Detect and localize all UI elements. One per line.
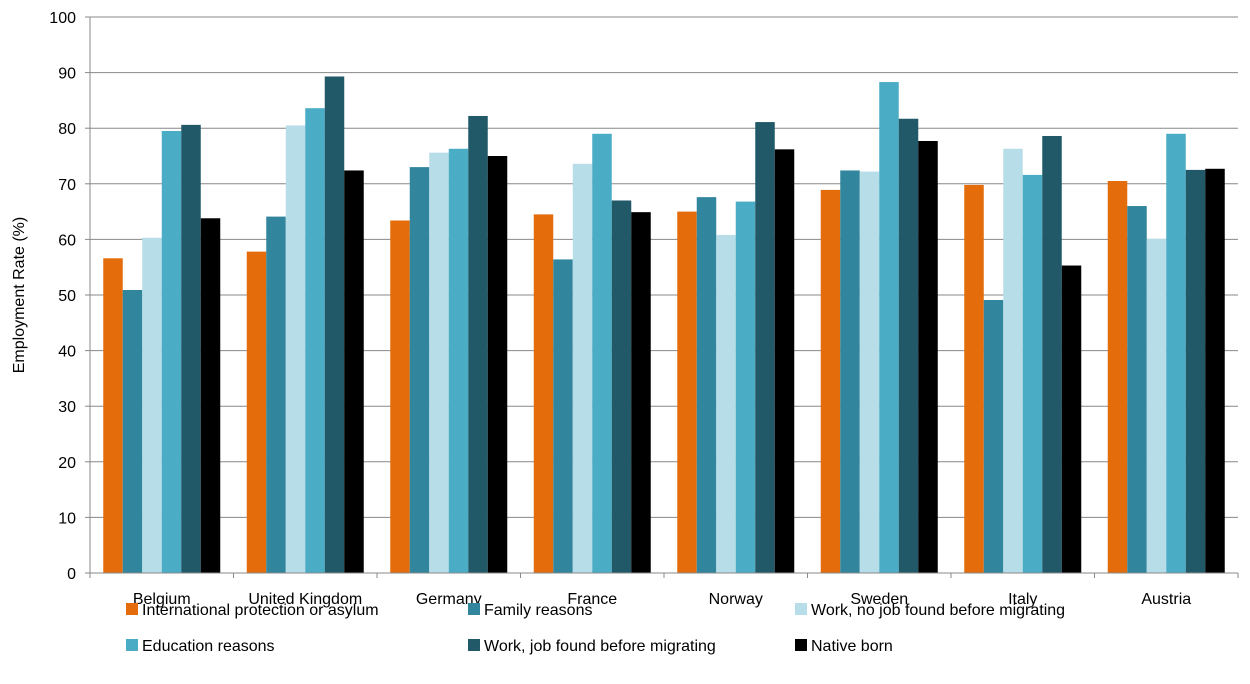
bar xyxy=(448,148,469,573)
bar xyxy=(1107,181,1128,573)
bar xyxy=(487,156,508,573)
y-tick-label: 10 xyxy=(58,510,76,527)
y-tick-label: 90 xyxy=(58,66,76,83)
bar xyxy=(1022,174,1043,574)
bars xyxy=(103,76,1225,574)
bar xyxy=(859,171,880,573)
y-tick-label: 40 xyxy=(58,344,76,361)
bar xyxy=(429,152,449,573)
bar xyxy=(103,258,123,573)
bar xyxy=(820,189,841,573)
y-tick-label: 100 xyxy=(49,10,76,27)
bar xyxy=(181,124,201,573)
bar xyxy=(1166,133,1186,573)
bar xyxy=(918,140,938,573)
legend-swatch xyxy=(468,639,480,651)
legend-label: Native born xyxy=(811,638,893,655)
axes xyxy=(85,16,1239,578)
bar xyxy=(246,251,267,573)
bar xyxy=(1146,238,1167,573)
legend: International protection or asylum Family… xyxy=(126,602,1065,655)
bar xyxy=(964,184,984,574)
bar xyxy=(122,289,143,573)
bar xyxy=(755,122,775,574)
bar xyxy=(1185,169,1206,573)
y-tick-label: 0 xyxy=(67,566,76,583)
x-tick-label: Sweden xyxy=(850,591,908,608)
x-tick-label: France xyxy=(567,591,617,608)
bar xyxy=(533,214,554,573)
bar xyxy=(1003,148,1023,573)
y-tick-label: 50 xyxy=(58,288,76,305)
bar xyxy=(677,211,697,573)
bar xyxy=(1127,206,1147,574)
bar xyxy=(631,212,651,573)
bar xyxy=(142,237,162,573)
legend-swatch xyxy=(795,603,807,615)
x-tick-label: Italy xyxy=(1008,591,1037,608)
bar xyxy=(840,170,860,573)
bar xyxy=(266,216,286,573)
bar xyxy=(285,125,306,574)
bar xyxy=(611,200,632,574)
y-tick-label: 30 xyxy=(58,399,76,416)
legend-label: Work, no job found before migrating xyxy=(811,602,1065,619)
y-axis-title: Employment Rate (%) xyxy=(11,217,28,374)
bar xyxy=(200,218,221,573)
bar xyxy=(1042,135,1062,573)
legend-label: International protection or asylum xyxy=(142,602,379,619)
bar xyxy=(161,130,182,574)
y-tick-label: 20 xyxy=(58,455,76,472)
bar xyxy=(324,76,345,573)
bar xyxy=(696,197,717,574)
legend-swatch xyxy=(126,603,138,615)
y-tick-label: 70 xyxy=(58,177,76,194)
y-tick-label: 80 xyxy=(58,121,76,138)
bar xyxy=(1061,265,1082,573)
legend-swatch xyxy=(468,603,480,615)
legend-label: Family reasons xyxy=(484,602,592,619)
x-tick-label: Norway xyxy=(709,591,763,608)
x-tick-label: United Kingdom xyxy=(248,591,362,608)
y-tick-label: 60 xyxy=(58,232,76,249)
bar xyxy=(553,259,573,573)
bar xyxy=(572,163,593,573)
x-tick-label: Germany xyxy=(416,591,482,608)
bar xyxy=(468,115,488,573)
tick-labels: 0 10 20 30 40 50 60 70 80 90 100 Belgium United King… xyxy=(49,10,1191,608)
bar xyxy=(898,118,919,574)
bar xyxy=(592,133,612,573)
x-tick-label: Austria xyxy=(1141,591,1191,608)
legend-swatch xyxy=(795,639,807,651)
bar xyxy=(344,170,364,573)
bar xyxy=(879,82,899,573)
bar xyxy=(409,167,430,573)
legend-swatch xyxy=(126,639,138,651)
x-tick-label: Belgium xyxy=(133,591,191,608)
bar xyxy=(716,234,736,573)
bar xyxy=(983,300,1004,573)
legend-label: Work, job found before migrating xyxy=(484,638,716,655)
bar xyxy=(1205,168,1225,573)
legend-label: Education reasons xyxy=(142,638,275,655)
bar xyxy=(735,201,756,574)
bar xyxy=(390,220,410,573)
bar xyxy=(305,108,325,574)
bar xyxy=(774,149,795,573)
